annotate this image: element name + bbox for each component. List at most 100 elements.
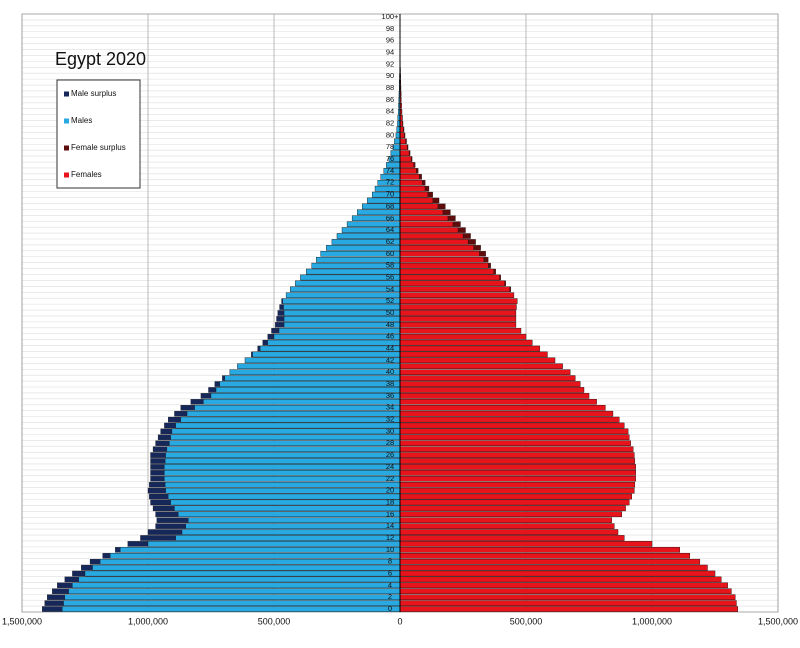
female-common-bar <box>400 606 738 611</box>
age-label: 62 <box>386 237 394 246</box>
female-common-bar <box>400 506 626 511</box>
female-common-bar <box>400 364 563 369</box>
age-label: 52 <box>386 296 394 305</box>
male-common-bar <box>72 583 400 588</box>
female-common-bar <box>400 233 463 238</box>
female-common-bar <box>400 334 526 339</box>
female-common-bar <box>400 346 540 351</box>
male-common-bar <box>174 506 400 511</box>
age-label: 74 <box>386 166 394 175</box>
female-common-bar <box>400 411 613 416</box>
female-common-bar <box>400 541 652 546</box>
legend-label: Male surplus <box>71 89 116 98</box>
male-common-bar <box>69 589 400 594</box>
legend-label: Females <box>71 170 102 179</box>
age-label: 12 <box>386 533 394 542</box>
age-label: 30 <box>386 426 394 435</box>
female-common-bar <box>400 299 517 304</box>
female-common-bar <box>400 589 731 594</box>
female-common-bar <box>400 601 736 606</box>
female-common-bar <box>400 530 618 535</box>
x-tick-label: 0 <box>397 616 402 626</box>
age-label: 68 <box>386 201 394 210</box>
female-common-bar <box>400 393 589 398</box>
age-label: 66 <box>386 213 394 222</box>
female-common-bar <box>400 245 474 250</box>
male-common-bar <box>284 310 400 315</box>
age-label: 28 <box>386 438 394 447</box>
male-common-bar <box>188 518 400 523</box>
male-common-bar <box>85 571 400 576</box>
female-common-bar <box>400 595 735 600</box>
female-common-bar <box>400 151 409 156</box>
female-common-bar <box>400 162 414 167</box>
age-label: 8 <box>388 557 392 566</box>
female-common-bar <box>400 577 721 582</box>
x-tick-label: 500,000 <box>258 616 291 626</box>
female-common-bar <box>400 251 479 256</box>
female-common-bar <box>400 423 624 428</box>
female-common-bar <box>400 310 516 315</box>
female-common-bar <box>400 358 555 363</box>
age-label: 58 <box>386 261 394 270</box>
male-common-bar <box>79 577 400 582</box>
male-common-bar <box>260 346 400 351</box>
male-common-bar <box>176 423 400 428</box>
male-common-bar <box>171 435 400 440</box>
female-common-bar <box>400 239 468 244</box>
age-label: 10 <box>386 545 394 554</box>
age-label: 14 <box>386 521 394 530</box>
age-label: 86 <box>386 95 394 104</box>
age-label: 88 <box>386 83 394 92</box>
female-common-bar <box>400 204 438 209</box>
x-tick-label: 1,500,000 <box>758 616 798 626</box>
male-common-bar <box>284 305 400 310</box>
male-common-bar <box>62 606 400 611</box>
age-label: 56 <box>386 272 394 281</box>
female-common-bar <box>400 322 516 327</box>
age-label: 20 <box>386 486 394 495</box>
legend-label: Female surplus <box>71 143 126 152</box>
male-common-bar <box>166 453 400 458</box>
x-tick-label: 500,000 <box>510 616 543 626</box>
age-label: 26 <box>386 450 394 459</box>
male-common-bar <box>164 470 400 475</box>
age-label: 98 <box>386 24 394 33</box>
female-common-bar <box>400 281 505 286</box>
male-common-bar <box>65 595 400 600</box>
female-common-bar <box>400 376 575 381</box>
age-label: 6 <box>388 568 392 577</box>
female-common-bar <box>400 139 406 144</box>
chart-title: Egypt 2020 <box>55 49 146 69</box>
female-common-bar <box>400 257 484 262</box>
male-common-bar <box>216 387 400 392</box>
age-label: 16 <box>386 509 394 518</box>
male-common-bar <box>237 364 400 369</box>
legend-swatch <box>64 92 69 97</box>
male-common-bar <box>110 553 400 558</box>
age-label: 48 <box>386 320 394 329</box>
male-common-bar <box>166 488 400 493</box>
age-label: 2 <box>388 592 392 601</box>
legend-swatch <box>64 119 69 124</box>
female-common-bar <box>400 571 715 576</box>
age-label: 92 <box>386 59 394 68</box>
male-common-bar <box>268 340 400 345</box>
female-common-bar <box>400 269 494 274</box>
female-common-bar <box>400 287 510 292</box>
female-common-bar <box>400 381 580 386</box>
female-common-bar <box>400 293 514 298</box>
female-common-bar <box>400 156 411 161</box>
female-common-bar <box>400 168 416 173</box>
age-label: 38 <box>386 379 394 388</box>
female-common-bar <box>400 133 404 138</box>
female-common-bar <box>400 429 628 434</box>
age-label: 60 <box>386 249 394 258</box>
male-common-bar <box>148 541 400 546</box>
age-label: 22 <box>386 474 394 483</box>
female-common-bar <box>400 494 632 499</box>
x-tick-label: 1,000,000 <box>128 616 168 626</box>
male-common-bar <box>295 281 400 286</box>
male-common-bar <box>64 601 400 606</box>
